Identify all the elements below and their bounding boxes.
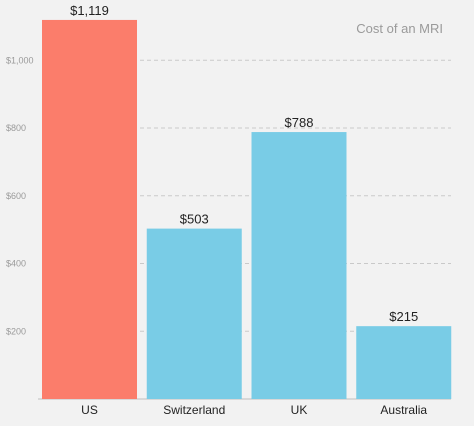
y-tick-label: $200: [6, 326, 26, 336]
bar-australia: [356, 326, 452, 399]
x-tick-label: US: [81, 403, 98, 417]
bar-uk: [251, 132, 347, 399]
y-tick-label: $800: [6, 123, 26, 133]
chart-title: Cost of an MRI: [356, 21, 443, 36]
x-tick-label: Australia: [380, 403, 427, 417]
bar-us: [42, 19, 137, 399]
x-tick-label: Switzerland: [163, 403, 225, 417]
data-label: $1,119: [70, 3, 109, 18]
data-label: $503: [180, 212, 209, 227]
y-tick-label: $600: [6, 191, 26, 201]
bar-switzerland: [146, 228, 242, 399]
labels: $200 $400 $600 $800 $1,000 $1,119 US $503 Switze…: [6, 3, 427, 417]
y-tick-label: $1,000: [6, 55, 34, 65]
bars: [42, 19, 452, 399]
x-tick-label: UK: [291, 403, 308, 417]
data-label: $788: [285, 115, 314, 130]
y-tick-label: $400: [6, 259, 26, 269]
data-label: $215: [389, 309, 418, 324]
